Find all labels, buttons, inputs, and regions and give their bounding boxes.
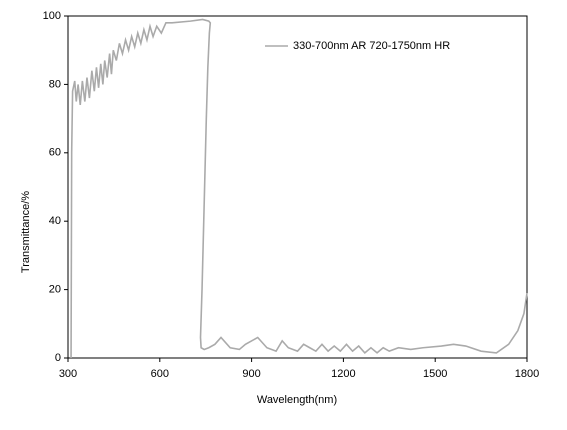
legend-label: 330-700nm AR 720-1750nm HR [293, 40, 450, 52]
y-axis-label: Transmittance/% [20, 191, 32, 273]
x-axis-label: Wavelength(nm) [257, 394, 337, 406]
y-tick-label: 100 [43, 10, 61, 22]
x-tick-label: 1200 [331, 368, 355, 380]
x-tick-label: 1800 [515, 368, 539, 380]
x-tick-label: 900 [242, 368, 260, 380]
plot-frame [67, 15, 528, 359]
x-tick-label: 300 [59, 368, 77, 380]
x-tick-label: 600 [151, 368, 169, 380]
y-tick-label: 0 [55, 352, 61, 364]
y-tick-label: 80 [49, 78, 61, 90]
y-tick-label: 40 [49, 215, 61, 227]
data-line [70, 18, 528, 359]
x-tick-label: 1500 [423, 368, 447, 380]
y-tick-label: 20 [49, 284, 61, 296]
y-tick-label: 60 [49, 147, 61, 159]
